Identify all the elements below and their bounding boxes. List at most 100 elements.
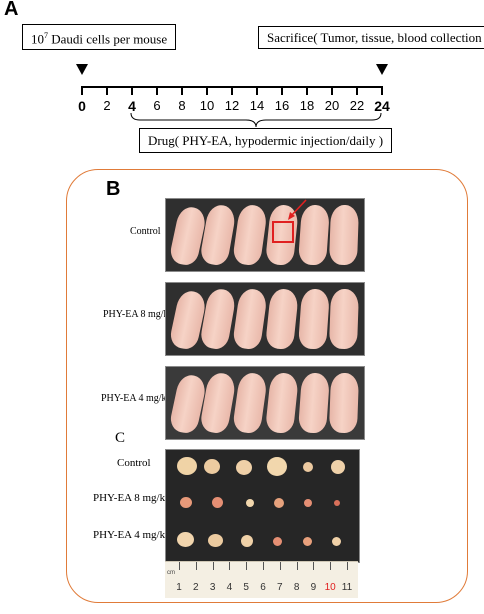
- b-group-label-8mg: PHY-EA 8 mg/kg: [103, 309, 174, 320]
- ruler-number: 10: [324, 582, 336, 593]
- ruler-number: 8: [293, 582, 300, 593]
- drug-label-box: Drug( PHY-EA, hypodermic injection/daily…: [139, 128, 393, 153]
- ruler-number: 9: [310, 582, 317, 593]
- timeline-tick: [281, 86, 283, 95]
- mouse: [328, 288, 360, 350]
- mouse: [264, 371, 300, 435]
- end-arrow-icon: [376, 64, 388, 75]
- ruler-number: 7: [277, 582, 283, 593]
- ruler-tick: [195, 562, 197, 570]
- ruler-number: 6: [260, 582, 266, 593]
- c-group-label-8mg: PHY-EA 8 mg/kg: [93, 492, 171, 504]
- tumor: [274, 498, 284, 508]
- mouse: [328, 372, 360, 434]
- ruler-tick: [347, 562, 348, 570]
- tumor: [246, 499, 254, 507]
- end-label-box: Sacrifice( Tumor, tissue, blood collecti…: [258, 26, 484, 49]
- tumor-highlight-box: [272, 221, 294, 243]
- mouse: [328, 204, 360, 266]
- c-tumor-photo: [165, 449, 360, 563]
- mouse: [168, 204, 208, 268]
- tumor: [212, 497, 223, 508]
- tumor: [273, 537, 282, 546]
- timeline-tick-label: 2: [103, 98, 111, 113]
- b-group-label-control: Control: [130, 226, 161, 237]
- timeline-tick-label: 8: [178, 98, 186, 113]
- ruler-number: 3: [209, 582, 216, 593]
- panel-b-letter: B: [106, 178, 121, 200]
- timeline-tick-label: 24: [374, 98, 390, 114]
- start-label-box: 107 Daudi cells per mouse: [22, 24, 177, 51]
- ruler-tick: [330, 562, 332, 570]
- ruler-tick: [212, 562, 214, 570]
- mouse: [168, 288, 208, 352]
- timeline-tick-label: 14: [249, 98, 265, 113]
- ruler-tick: [296, 562, 298, 570]
- mouse: [231, 203, 269, 267]
- tumor: [208, 534, 223, 547]
- timeline-tick: [131, 86, 133, 95]
- ruler-unit: cm: [167, 570, 175, 576]
- timeline-tick-label: 12: [224, 98, 240, 113]
- b-photo-8mg: [165, 282, 365, 356]
- tumor: [303, 537, 312, 546]
- timeline-tick-label: 20: [324, 98, 340, 113]
- tumor: [331, 460, 345, 474]
- timeline-tick: [206, 86, 208, 95]
- mouse: [231, 371, 269, 435]
- start-label-rest: Daudi cells per mouse: [48, 31, 168, 47]
- mouse: [199, 371, 237, 435]
- tumor: [204, 459, 220, 474]
- ruler-number: 2: [193, 582, 199, 593]
- tumor: [236, 460, 252, 475]
- mouse: [264, 287, 300, 351]
- timeline-tick-label: 22: [349, 98, 365, 113]
- ruler-tick: [246, 562, 248, 570]
- panel-bc-frame: [66, 169, 468, 603]
- timeline-tick: [81, 86, 83, 95]
- c-group-label-control: Control: [117, 457, 151, 469]
- timeline-tick: [106, 86, 108, 95]
- timeline-tick: [306, 86, 308, 95]
- ruler-number: 4: [226, 582, 233, 593]
- c-group-label-4mg: PHY-EA 4 mg/kg: [93, 529, 171, 541]
- timeline-tick: [156, 86, 158, 95]
- ruler-number: 1: [176, 582, 182, 593]
- b-photo-control: [165, 198, 365, 272]
- timeline-tick: [356, 86, 358, 95]
- drug-brace: [130, 112, 382, 128]
- timeline-tick-label: 10: [199, 98, 215, 113]
- ruler-tick: [229, 562, 231, 570]
- end-label: Sacrifice( Tumor, tissue, blood collecti…: [267, 30, 484, 45]
- tumor: [304, 499, 312, 507]
- ruler-tick: [179, 562, 180, 570]
- tumor: [241, 535, 253, 547]
- ruler-tick: [263, 562, 264, 570]
- ruler-tick: [313, 562, 315, 570]
- tumor: [303, 462, 313, 472]
- start-label-sup: 7: [44, 31, 48, 40]
- tumor: [267, 457, 287, 476]
- b-photo-4mg: [165, 366, 365, 440]
- tumor: [334, 500, 340, 506]
- tumor: [180, 497, 192, 508]
- timeline-tick-label: 6: [153, 98, 161, 113]
- tumor: [332, 537, 341, 546]
- timeline-tick-label: 18: [299, 98, 315, 113]
- timeline-tick: [181, 86, 183, 95]
- tumor: [177, 532, 194, 547]
- mouse: [199, 203, 237, 267]
- ruler: cm 1 2 3 4 5 6 7 8 9 10 11: [165, 561, 358, 598]
- timeline-tick: [331, 86, 333, 95]
- tumor-arrow-icon: [288, 199, 307, 220]
- mouse: [297, 288, 331, 350]
- timeline-tick: [381, 86, 383, 95]
- ruler-number: 11: [341, 582, 353, 593]
- b-group-label-4mg: PHY-EA 4 mg/kg: [101, 393, 172, 404]
- tumor: [177, 457, 197, 475]
- timeline-tick: [256, 86, 258, 95]
- ruler-tick: [279, 562, 281, 570]
- timeline-tick: [231, 86, 233, 95]
- mouse: [231, 287, 269, 351]
- mouse: [297, 372, 331, 434]
